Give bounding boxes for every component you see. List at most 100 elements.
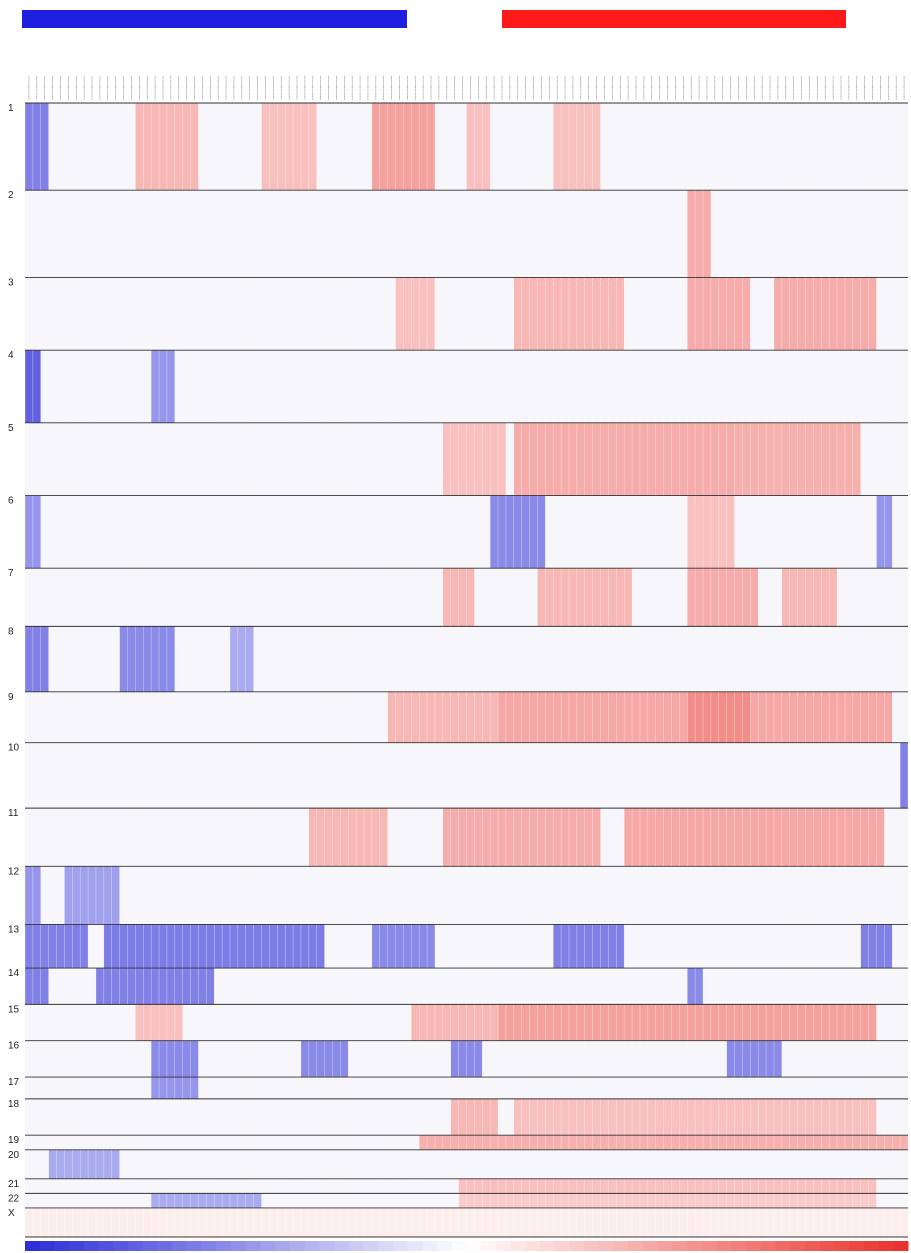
chromosome-blocks (25, 102, 908, 1238)
legend-swatch (54, 1241, 70, 1251)
chromosome-label: 21 (8, 1179, 20, 1190)
legend-swatch (348, 1241, 364, 1251)
chromosome-label: 8 (8, 626, 14, 637)
cnv-segment (25, 968, 49, 1005)
legend-swatch (275, 1241, 291, 1251)
legend-swatch (378, 1241, 394, 1251)
legend-swatch (69, 1241, 85, 1251)
chromosome-label: 13 (8, 924, 20, 935)
chromosome-label: 15 (8, 1004, 20, 1015)
chromosome-label: 19 (8, 1135, 20, 1146)
legend-swatch (407, 1241, 423, 1251)
legend-swatch (437, 1241, 453, 1251)
legend-swatch (701, 1241, 718, 1251)
legend-swatch (186, 1241, 203, 1251)
chromosome-label: X (8, 1208, 15, 1219)
legend-swatch (113, 1241, 129, 1251)
cnv-segment (458, 1178, 877, 1194)
legend-swatch (569, 1241, 585, 1251)
legend-swatch (231, 1241, 247, 1251)
cnv-segment (64, 866, 120, 925)
legend-swatch (760, 1241, 777, 1251)
chromosome-label: 22 (8, 1193, 20, 1204)
cnv-segment (687, 568, 759, 627)
chromosome-label: 2 (8, 190, 14, 201)
legend-swatch (83, 1241, 100, 1251)
cnv-segment (726, 1040, 782, 1078)
legend-swatch (216, 1241, 232, 1251)
chromosome-label: 17 (8, 1077, 20, 1088)
cnv-segment (900, 742, 908, 809)
chromosome-label: 3 (8, 277, 14, 288)
legend-swatch (495, 1241, 512, 1251)
sample-id-header (28, 76, 905, 100)
legend-swatch (142, 1241, 158, 1251)
legend-swatch (201, 1241, 217, 1251)
cnv-segment (25, 626, 49, 692)
cnv-segment (773, 277, 877, 351)
group-bar-2 (502, 10, 846, 28)
legend-swatch (481, 1241, 497, 1251)
chromosome-label: 11 (8, 808, 19, 819)
legend-swatch (672, 1241, 688, 1251)
chromosome-label: 9 (8, 692, 14, 703)
chromosome-label: 1 (8, 103, 14, 114)
legend-swatch (687, 1241, 703, 1251)
chromosome-label: 12 (8, 866, 20, 877)
cnv-segment (411, 1004, 499, 1041)
legend-swatch (628, 1241, 644, 1251)
legend-swatch (128, 1241, 144, 1251)
legend-swatch (849, 1241, 865, 1251)
cnv-segment (687, 190, 711, 278)
chromosome-label: 6 (8, 496, 14, 507)
legend-swatch (289, 1241, 306, 1251)
chromosome-label: 4 (8, 350, 14, 361)
legend-swatch (540, 1241, 556, 1251)
chromosome-label: 5 (8, 423, 14, 434)
legend-swatch (172, 1241, 188, 1251)
cnv-segment (119, 626, 175, 692)
legend-swatch (157, 1241, 173, 1251)
legend-swatch (746, 1241, 762, 1251)
cnv-segment (95, 968, 215, 1005)
cnv-segment (490, 495, 546, 569)
chromosome-label: 16 (8, 1041, 20, 1052)
legend-swatch (834, 1241, 850, 1251)
legend-swatch (731, 1241, 747, 1251)
legend-swatch (39, 1241, 55, 1251)
legend-swatch (584, 1241, 600, 1251)
legend-swatch (804, 1241, 821, 1251)
legend-swatch (598, 1241, 615, 1251)
cnv-segment (395, 277, 435, 351)
chromosome-label: 7 (8, 568, 14, 579)
legend-swatch (643, 1241, 659, 1251)
legend-swatch (319, 1241, 335, 1251)
legend-swatch (878, 1241, 894, 1251)
legend-swatch (863, 1241, 880, 1251)
chromosome-label: 20 (8, 1150, 20, 1161)
legend-swatch (392, 1241, 409, 1251)
legend-swatch (775, 1241, 791, 1251)
legend-swatch (334, 1241, 350, 1251)
legend-swatch (790, 1241, 806, 1251)
cnv-segment (466, 103, 491, 191)
legend-swatch (363, 1241, 379, 1251)
group-bars (22, 10, 846, 28)
legend-swatch (554, 1241, 571, 1251)
legend-swatch (819, 1241, 835, 1251)
cnv-segment (229, 626, 254, 692)
chromosome-label: 10 (8, 743, 20, 754)
legend-swatch (657, 1241, 674, 1251)
legend-swatch (510, 1241, 526, 1251)
legend-swatch (525, 1241, 541, 1251)
cnv-segment (624, 808, 885, 867)
legend-swatch (422, 1241, 438, 1251)
chromosome-label: 18 (8, 1099, 20, 1110)
legend-swatch (451, 1241, 467, 1251)
legend-swatch (613, 1241, 629, 1251)
legend-swatch (98, 1241, 114, 1251)
color-scale-legend (25, 1241, 909, 1251)
cnv-segment (261, 103, 317, 191)
